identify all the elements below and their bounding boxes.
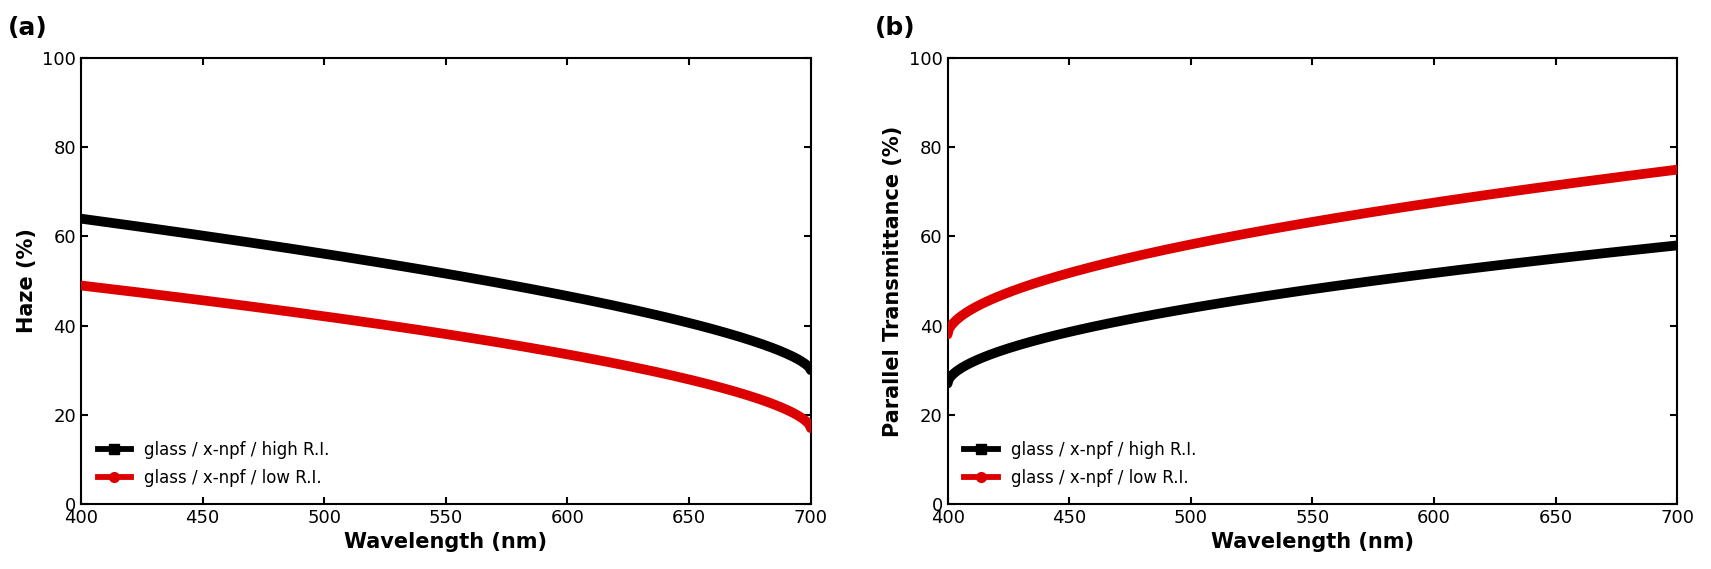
Legend: glass / x-npf / high R.I., glass / x-npf / low R.I.: glass / x-npf / high R.I., glass / x-npf… <box>956 433 1205 496</box>
X-axis label: Wavelength (nm): Wavelength (nm) <box>1211 533 1413 552</box>
Y-axis label: Parallel Transmittance (%): Parallel Transmittance (%) <box>883 125 903 436</box>
Y-axis label: Haze (%): Haze (%) <box>17 229 36 333</box>
Legend: glass / x-npf / high R.I., glass / x-npf / low R.I.: glass / x-npf / high R.I., glass / x-npf… <box>89 433 339 496</box>
Text: (b): (b) <box>874 17 915 40</box>
Text: (a): (a) <box>9 17 48 40</box>
X-axis label: Wavelength (nm): Wavelength (nm) <box>344 533 548 552</box>
